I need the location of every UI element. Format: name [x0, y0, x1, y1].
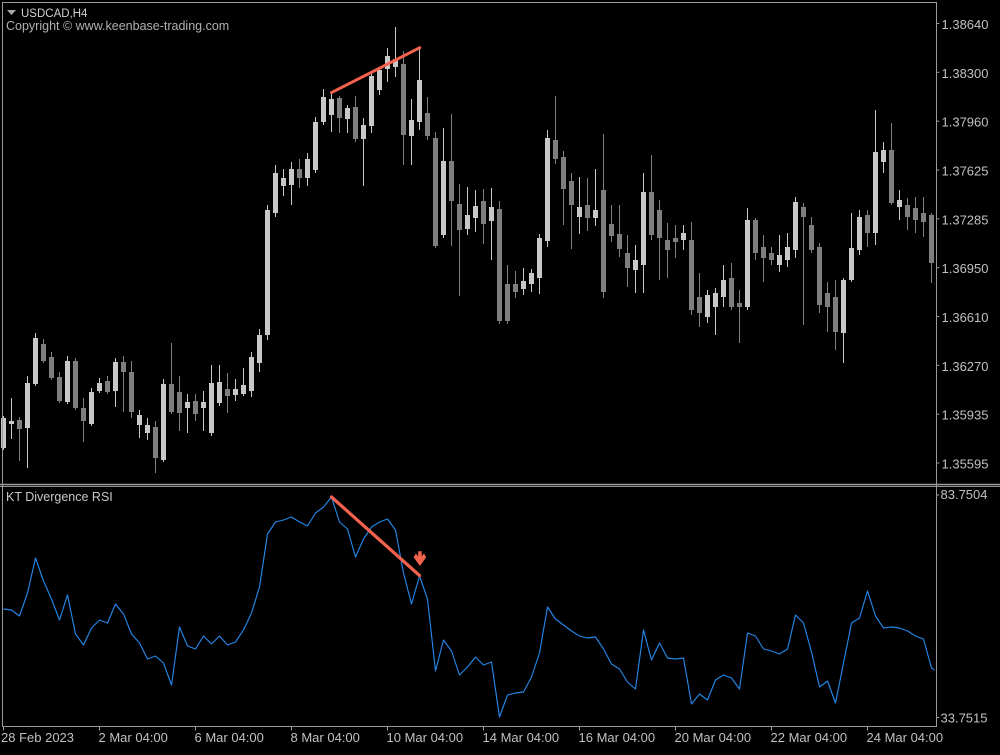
svg-text:6 Mar 04:00: 6 Mar 04:00 [195, 730, 264, 745]
svg-text:1.37960: 1.37960 [942, 115, 989, 130]
svg-text:14 Mar 04:00: 14 Mar 04:00 [483, 730, 560, 745]
svg-text:1.37285: 1.37285 [942, 212, 989, 227]
svg-text:20 Mar 04:00: 20 Mar 04:00 [675, 730, 752, 745]
svg-text:Copyright © www.keenbase-tradi: Copyright © www.keenbase-trading.com [6, 19, 229, 33]
svg-text:1.36270: 1.36270 [942, 359, 989, 374]
svg-text:1.35595: 1.35595 [942, 457, 989, 472]
svg-text:1.36610: 1.36610 [942, 310, 989, 325]
svg-text:1.35935: 1.35935 [942, 408, 989, 423]
svg-text:10 Mar 04:00: 10 Mar 04:00 [387, 730, 464, 745]
svg-text:1.38300: 1.38300 [942, 66, 989, 81]
svg-text:8 Mar 04:00: 8 Mar 04:00 [291, 730, 360, 745]
svg-text:24 Mar 04:00: 24 Mar 04:00 [867, 730, 944, 745]
svg-text:KT Divergence RSI: KT Divergence RSI [6, 490, 113, 504]
svg-text:83.7504: 83.7504 [941, 487, 988, 502]
svg-text:16 Mar 04:00: 16 Mar 04:00 [579, 730, 656, 745]
svg-text:1.36950: 1.36950 [942, 261, 989, 276]
svg-text:2 Mar 04:00: 2 Mar 04:00 [99, 730, 168, 745]
svg-text:33.7515: 33.7515 [941, 710, 988, 725]
svg-text:1.37625: 1.37625 [942, 164, 989, 179]
svg-text:28 Feb 2023: 28 Feb 2023 [1, 730, 74, 745]
svg-text:1.38640: 1.38640 [942, 17, 989, 32]
svg-text:USDCAD,H4: USDCAD,H4 [21, 8, 88, 20]
svg-text:22 Mar 04:00: 22 Mar 04:00 [771, 730, 848, 745]
